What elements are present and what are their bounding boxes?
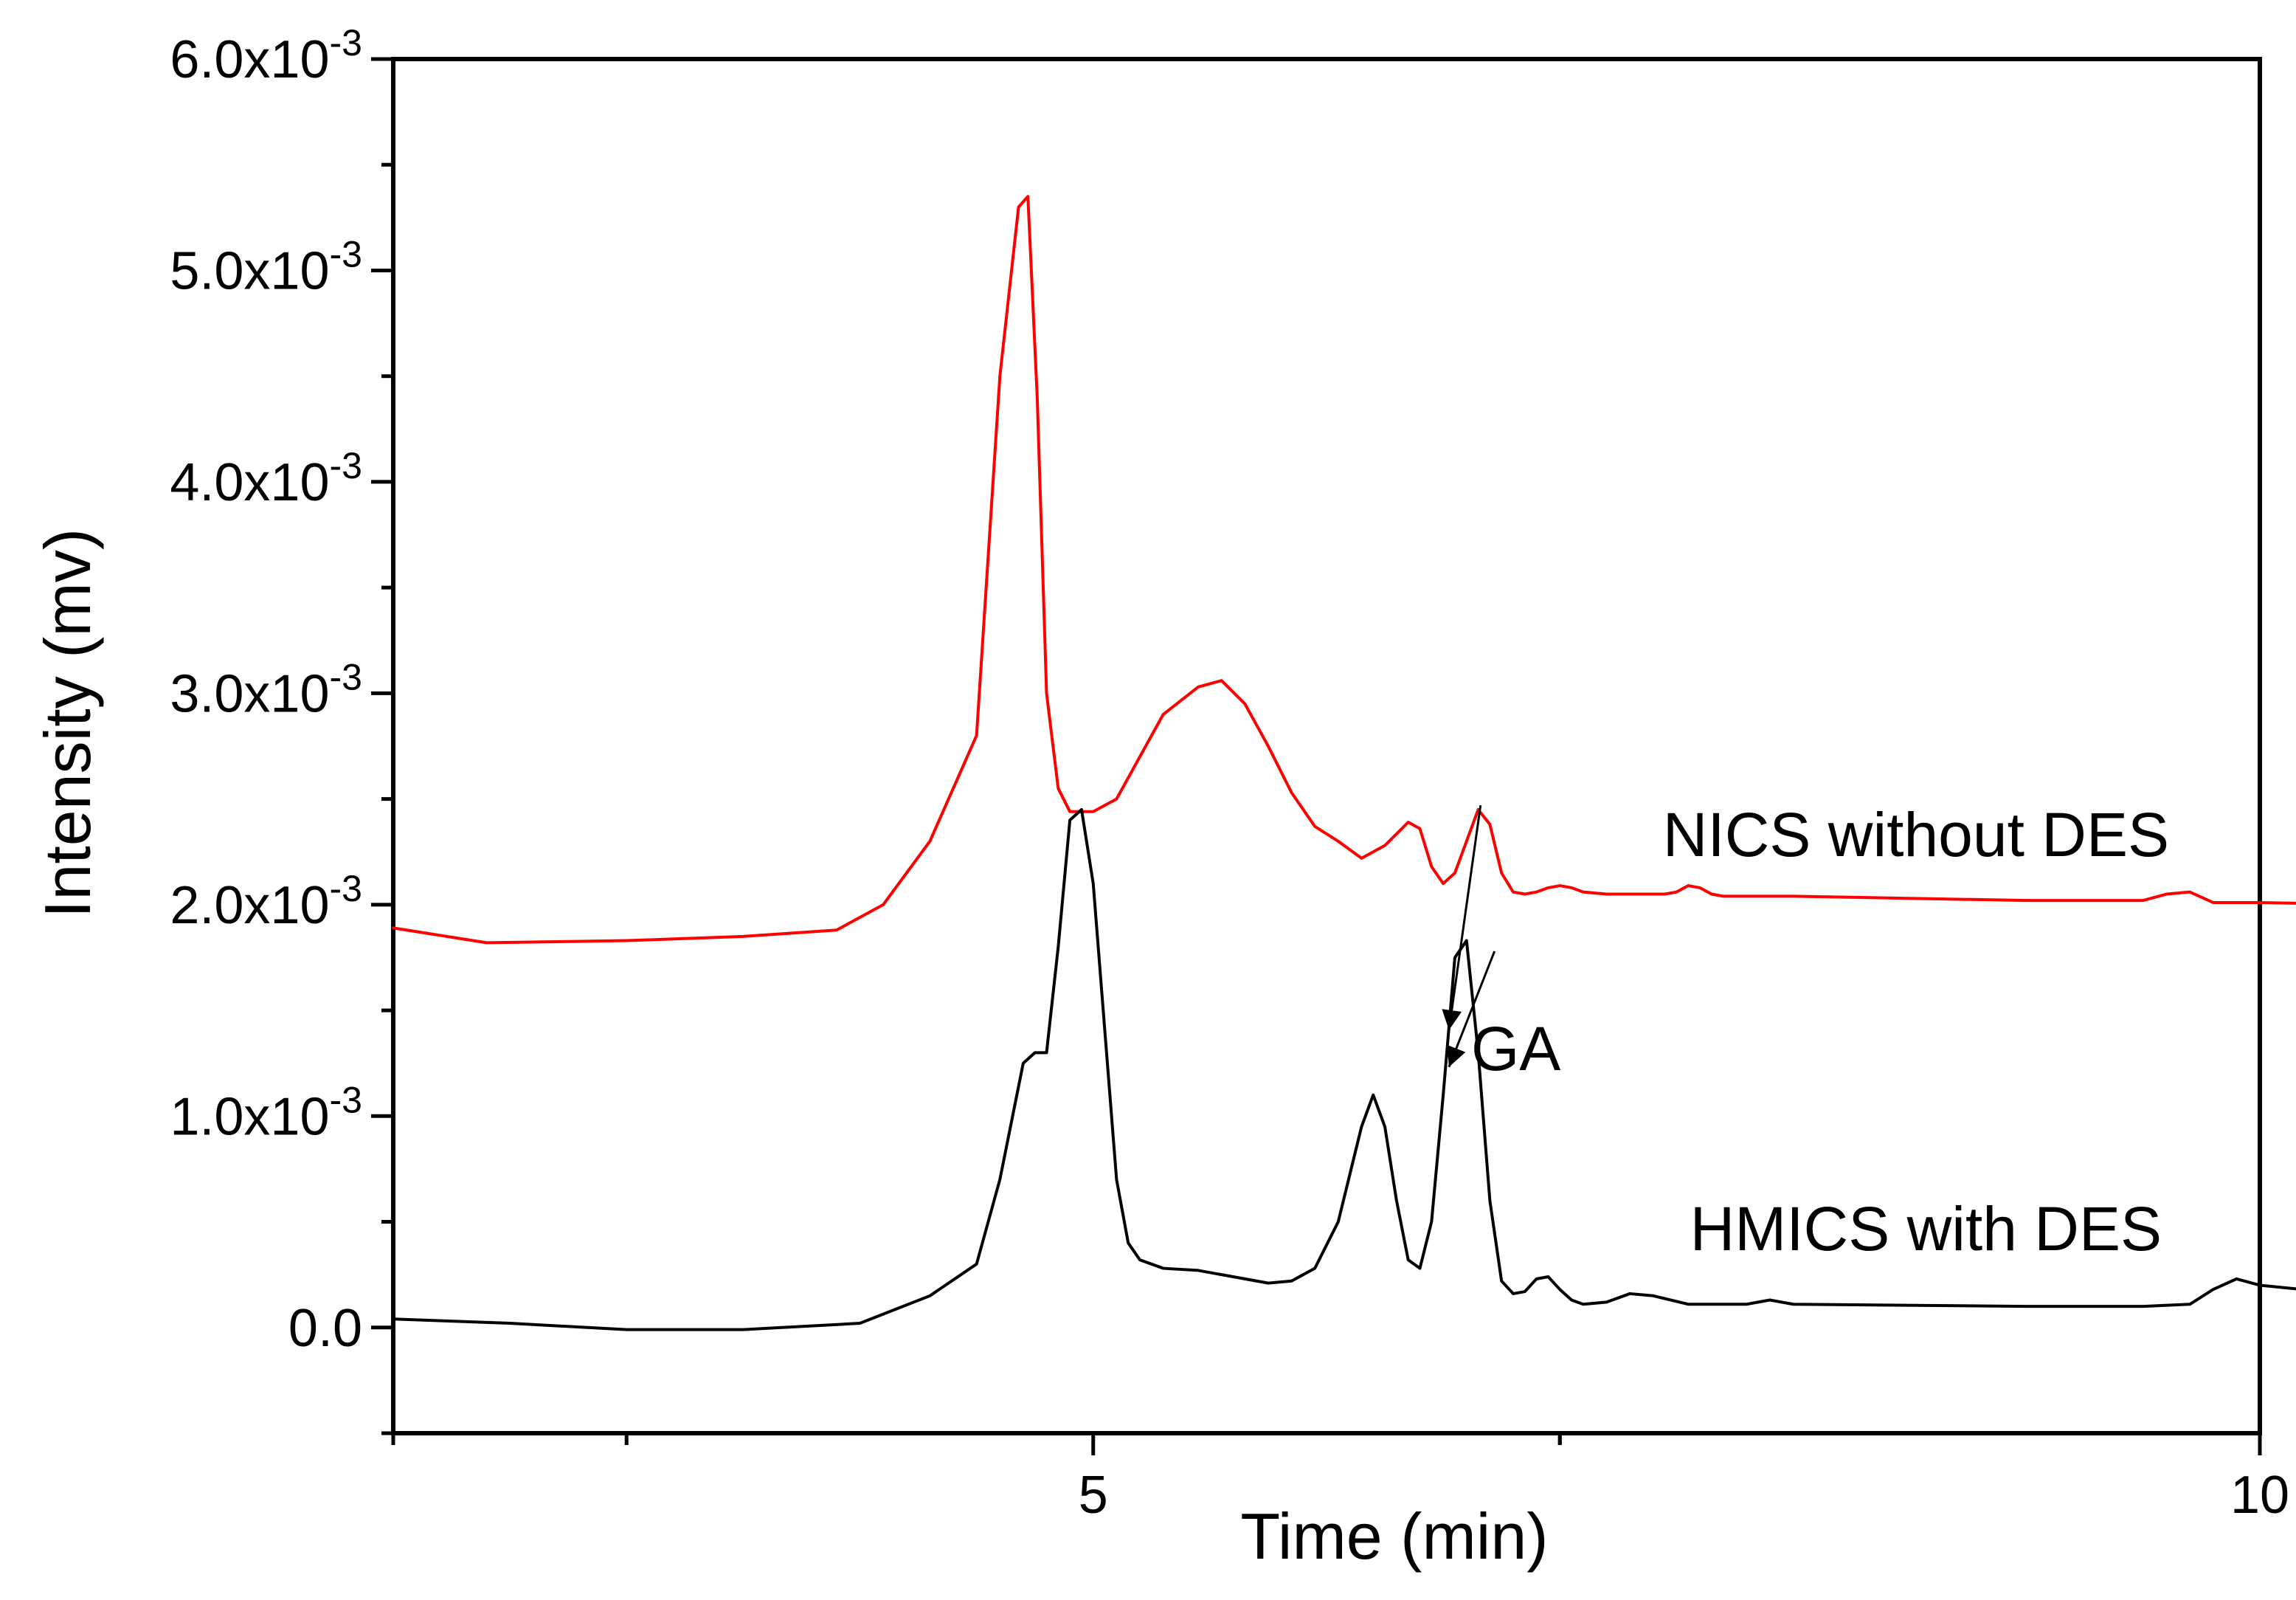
y-tick-label: 3.0x10-3	[170, 656, 362, 723]
y-tick-label: 6.0x10-3	[170, 22, 362, 89]
y-tick-label: 0.0	[288, 1299, 362, 1358]
y-tick-label: 4.0x10-3	[170, 445, 362, 512]
y-tick-mantissa: 4.0x10	[170, 453, 329, 512]
y-tick-exponent: -3	[330, 445, 362, 486]
series-layer	[392, 195, 2296, 1331]
annotation-arrow	[1447, 951, 1496, 1068]
annotation-layer	[1442, 805, 1496, 1068]
y-tick-exponent: -3	[330, 22, 362, 63]
y-tick-exponent: -3	[330, 656, 362, 697]
annotation-arrow	[1442, 805, 1482, 1030]
y-tick-mantissa: 5.0x10	[170, 241, 329, 300]
y-tick-label: 2.0x10-3	[170, 868, 362, 935]
y-tick-mantissa: 2.0x10	[170, 876, 329, 935]
y-tick-mantissa: 6.0x10	[170, 30, 329, 89]
y-tick-mantissa: 3.0x10	[170, 664, 329, 723]
y-tick-label: 1.0x10-3	[170, 1079, 362, 1146]
x-axis-title: Time (min)	[1240, 1500, 1548, 1573]
axis-ticks	[371, 57, 2262, 1455]
x-tick-label: 5	[1079, 1466, 1108, 1525]
y-tick-mantissa: 0.0	[288, 1299, 362, 1358]
y-tick-mantissa: 1.0x10	[170, 1087, 329, 1146]
series-line-nics	[392, 195, 2296, 945]
plot-frame	[391, 57, 2262, 1435]
annotation-label-ga: GA	[1471, 1014, 1560, 1083]
y-axis-title: Intensity (mv)	[31, 528, 104, 918]
series-label: HMICS with DES	[1690, 1194, 2162, 1263]
text-layer: 0.01.0x10-32.0x10-33.0x10-34.0x10-35.0x1…	[31, 22, 2289, 1573]
x-tick-label: 10	[2230, 1466, 2289, 1525]
series-line-hmics	[392, 807, 2296, 1331]
y-tick-label: 5.0x10-3	[170, 233, 362, 300]
y-tick-exponent: -3	[330, 1079, 362, 1120]
y-tick-exponent: -3	[330, 868, 362, 909]
series-label: NICS without DES	[1663, 800, 2169, 869]
y-tick-exponent: -3	[330, 233, 362, 275]
